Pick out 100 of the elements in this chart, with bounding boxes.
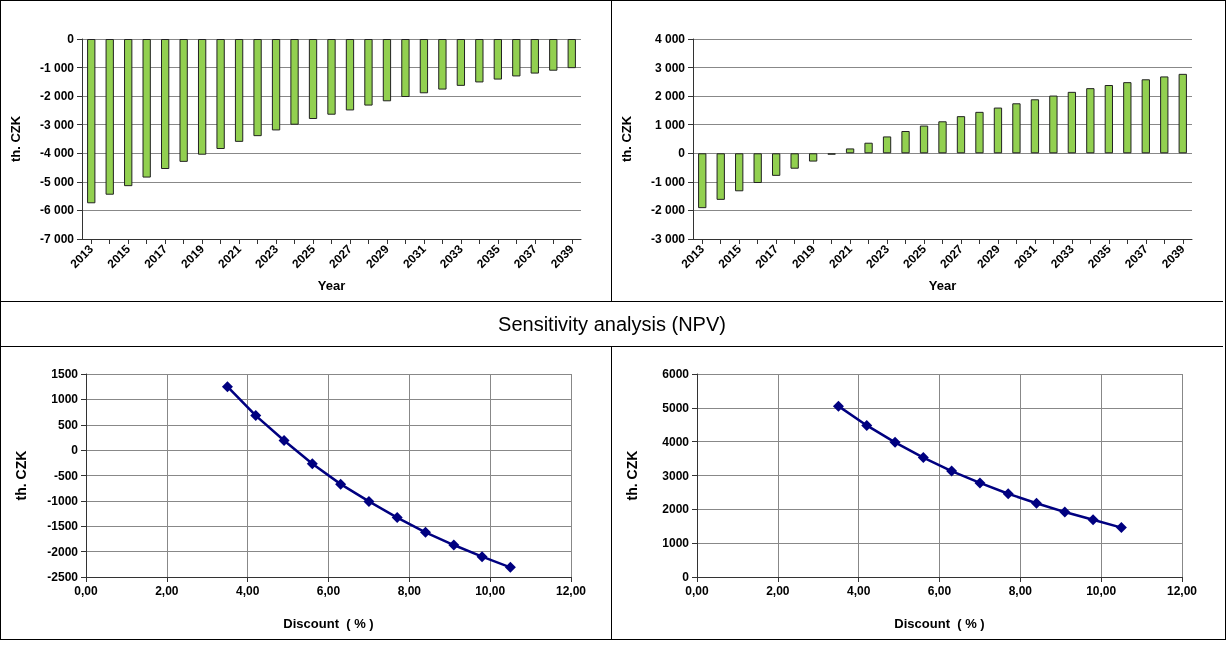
point — [1031, 497, 1042, 509]
y-tick-label: 4000 — [662, 434, 690, 449]
y-tick-label: -2 000 — [39, 89, 75, 104]
y-axis-title: th. CZK — [8, 115, 23, 163]
bar — [938, 121, 947, 154]
y-tick-label: 2 000 — [654, 89, 686, 104]
point — [889, 436, 901, 448]
x-tick-label: 6,00 — [927, 584, 952, 598]
bar — [772, 153, 781, 176]
y-tick-label: -5 000 — [39, 174, 75, 189]
point — [974, 477, 986, 489]
x-tick-label: 6,00 — [316, 584, 341, 598]
point — [221, 381, 233, 393]
y-tick-label: 1500 — [51, 367, 79, 381]
point — [363, 495, 375, 507]
x-tick-label: 0,00 — [685, 584, 709, 598]
y-tick-label: -1 000 — [650, 174, 686, 189]
y-tick-label: 1 000 — [654, 117, 686, 132]
y-tick-label: 1000 — [51, 392, 79, 407]
point — [335, 478, 347, 490]
bar — [864, 142, 873, 154]
y-tick-label: -1 000 — [39, 60, 75, 75]
point — [391, 512, 403, 524]
y-axis-title: th. CZK — [619, 115, 634, 163]
point — [278, 434, 290, 446]
point — [448, 539, 460, 551]
point — [1002, 488, 1014, 500]
text: Sensitivity analysis (NPV) — [1, 302, 1223, 347]
bar — [1030, 99, 1040, 154]
y-tick-label: 5000 — [662, 400, 690, 415]
bar — [919, 125, 929, 154]
bar — [1086, 88, 1095, 154]
x-tick-label: 12,00 — [1166, 584, 1198, 598]
y-tick-label: 0 — [71, 443, 79, 458]
bar — [956, 116, 966, 154]
y-tick-label: 0 — [678, 146, 686, 161]
x-tick-label: 4,00 — [846, 584, 871, 598]
bar — [1141, 79, 1150, 154]
y-tick-label: 3000 — [662, 468, 690, 483]
y-tick-label: -3 000 — [650, 232, 686, 246]
point — [861, 419, 873, 431]
bar — [1178, 73, 1187, 154]
y-tick-label: -7 000 — [39, 232, 75, 246]
point — [250, 410, 262, 422]
bar — [1067, 91, 1077, 154]
y-tick-label: 4 000 — [654, 32, 686, 46]
bar — [1160, 76, 1169, 154]
x-axis-title: Discount ( % ) — [283, 616, 374, 631]
y-tick-label: -2000 — [47, 544, 79, 559]
bar — [716, 153, 725, 200]
y-tick-label: 3 000 — [654, 60, 686, 75]
point — [504, 561, 516, 573]
y-tick-label: -2500 — [47, 570, 79, 584]
bar — [1104, 85, 1113, 154]
x-tick-label: 10,00 — [475, 584, 506, 598]
y-tick-label: -500 — [53, 468, 79, 483]
y-tick-label: 0 — [682, 570, 690, 584]
bar — [975, 111, 984, 154]
bar — [790, 153, 799, 169]
y-tick-label: -6 000 — [39, 203, 75, 218]
bar — [735, 153, 744, 192]
bar — [808, 153, 818, 162]
x-tick-label: 2,00 — [766, 584, 790, 598]
point — [1115, 522, 1127, 534]
y-tick-label: -1500 — [47, 519, 79, 534]
x-tick-label: 10,00 — [1086, 584, 1117, 598]
x-axis-title: Year — [928, 278, 957, 293]
bar — [882, 136, 892, 154]
x-tick-label: 0,00 — [74, 584, 98, 598]
y-tick-label: 0 — [67, 32, 75, 46]
bar — [753, 153, 762, 183]
point — [917, 452, 929, 464]
y-axis-title: th. CZK — [13, 450, 29, 501]
x-tick-label: 8,00 — [397, 584, 422, 598]
x-tick-label: 4,00 — [235, 584, 260, 598]
bar — [698, 153, 707, 209]
point — [946, 465, 958, 477]
y-tick-label: -1000 — [47, 493, 79, 508]
x-tick-label: 8,00 — [1008, 584, 1033, 598]
y-tick-label: 2000 — [662, 502, 690, 517]
point — [476, 551, 488, 563]
bar — [845, 148, 855, 154]
y-axis-title: th. CZK — [624, 450, 640, 501]
x-tick-label: 2,00 — [155, 584, 179, 598]
point — [306, 458, 318, 470]
y-tick-label: 500 — [57, 417, 79, 432]
y-tick-label: -3 000 — [39, 117, 75, 132]
y-tick-label: -2 000 — [650, 203, 686, 218]
x-tick-label: 12,00 — [555, 584, 587, 598]
bar — [1049, 95, 1058, 154]
point — [420, 526, 431, 538]
x-axis-title: Year — [317, 278, 346, 293]
bar — [1012, 103, 1021, 154]
y-tick-label: -4 000 — [39, 146, 75, 161]
point — [832, 400, 844, 412]
bar — [901, 131, 910, 154]
x-axis-title: Discount ( % ) — [894, 616, 985, 631]
bar — [993, 107, 1003, 154]
y-tick-label: 6000 — [662, 367, 690, 381]
bar — [1123, 82, 1132, 154]
